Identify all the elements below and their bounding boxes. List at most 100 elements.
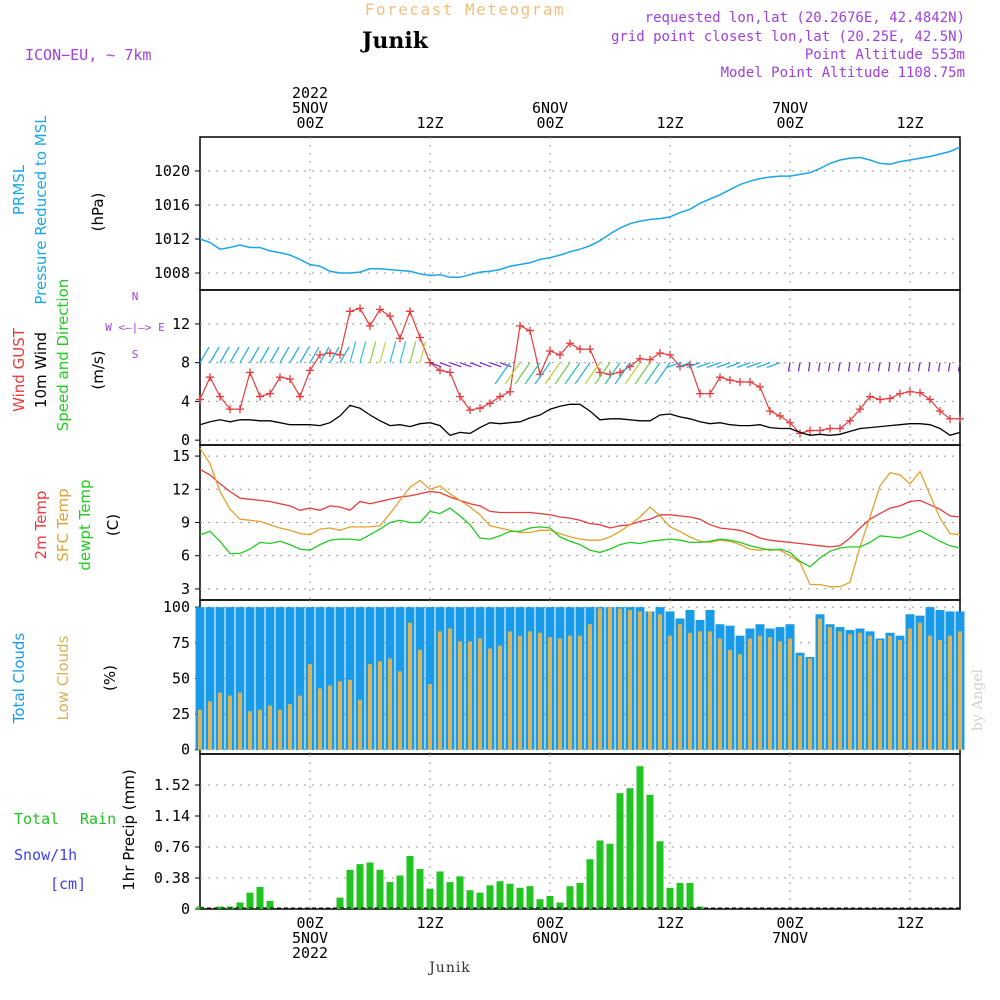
rain-bar	[636, 766, 644, 909]
low-cloud-bar	[788, 638, 792, 750]
wind-direction-label: Speed and Direction	[54, 279, 72, 432]
wind-direction-arrow	[279, 346, 290, 363]
total-clouds-label: Total Clouds	[10, 633, 28, 725]
low-cloud-bar	[518, 635, 522, 750]
y-tick-label: 4	[181, 392, 190, 410]
wind-direction-arrow	[947, 362, 951, 372]
low-cloud-bar	[838, 631, 842, 750]
wind-label: 10m Wind	[32, 332, 50, 408]
wind-direction-arrow	[847, 362, 851, 372]
gust-marker	[656, 348, 664, 357]
gust-marker	[286, 375, 294, 384]
wind-direction-arrow	[624, 362, 641, 385]
credit-watermark: by Angel	[970, 668, 986, 731]
gust-marker	[476, 404, 484, 413]
rain-bar	[476, 892, 484, 909]
low-cloud-bar	[938, 639, 942, 750]
gust-marker	[696, 389, 704, 398]
top-time-label: 2022	[292, 84, 328, 102]
gust-marker	[896, 389, 904, 398]
low-cloud-bar	[218, 692, 222, 750]
dewpoint-line	[199, 507, 961, 568]
rain-bar	[656, 841, 664, 909]
gust-marker	[736, 378, 744, 387]
wind-direction-arrow	[319, 346, 330, 363]
gust-marker	[766, 407, 774, 416]
y-tick-label: 0.38	[154, 869, 190, 887]
low-cloud-bar	[368, 664, 372, 750]
y-tick-label: 75	[172, 634, 190, 652]
bottom-time-label: 00Z	[536, 914, 563, 932]
wind-direction-arrow	[957, 362, 961, 372]
y-tick-label: 1012	[154, 230, 190, 248]
gust-marker	[946, 414, 954, 423]
wind-direction-arrow	[299, 346, 310, 363]
gust-marker	[366, 321, 374, 330]
low-cloud-bar	[328, 685, 332, 750]
low-cloud-bar	[808, 658, 812, 750]
wind-direction-arrow	[329, 346, 340, 363]
gust-marker	[906, 387, 914, 396]
total-cloud-bar	[335, 607, 345, 750]
panel-frame	[199, 136, 961, 291]
low-cloud-bar	[658, 614, 662, 750]
gust-marker	[846, 416, 854, 425]
wind-direction-arrow	[429, 362, 442, 368]
y-tick-label: 0	[181, 900, 190, 918]
low-cloud-bar	[848, 634, 852, 750]
low-cloud-bar	[708, 631, 712, 750]
wind-panel: 0 4 8 12	[172, 289, 964, 449]
low-cloud-bar	[588, 624, 592, 750]
rain-bar	[506, 883, 514, 909]
low-cloud-bar	[508, 631, 512, 750]
wind-direction-arrow	[766, 362, 781, 369]
wind-direction-arrow	[614, 362, 631, 385]
total-cloud-bar	[265, 607, 275, 750]
low-cloud-bar	[268, 705, 272, 750]
wind-direction-arrow	[676, 362, 691, 369]
bottom-time-label: 5NOV	[292, 929, 328, 947]
wind-direction-arrow	[239, 346, 250, 363]
low-cloud-bar	[428, 684, 432, 750]
total-cloud-bar	[285, 607, 295, 750]
wind-direction-arrow	[827, 362, 831, 372]
rain-bar	[386, 882, 394, 909]
low-cloud-bar	[488, 648, 492, 750]
total-cloud-bar	[425, 607, 435, 750]
pressure-panel: 1008 1012 1016 1020	[154, 136, 961, 291]
low-cloud-bar	[638, 611, 642, 750]
gust-marker	[246, 368, 254, 377]
y-tick-label: 100	[163, 598, 190, 616]
gust-marker	[646, 355, 654, 364]
wind-direction-arrow	[594, 362, 611, 385]
rain-bar	[586, 859, 594, 909]
low-cloud-bar	[928, 635, 932, 750]
total-cloud-bar	[195, 607, 205, 750]
y-tick-label: 1020	[154, 162, 190, 180]
wind-direction-arrow	[349, 341, 357, 363]
low-cloud-bar	[598, 608, 602, 750]
wind-direction-arrow	[666, 362, 681, 369]
total-cloud-bar	[345, 607, 355, 750]
low-cloud-bar	[648, 611, 652, 750]
precip-panel: 0 0.38 0.76 1.14 1.52	[154, 753, 961, 918]
gust-marker	[586, 345, 594, 354]
rain-bar	[576, 882, 584, 909]
low-cloud-bar	[398, 671, 402, 750]
y-tick-label: 1008	[154, 264, 190, 282]
wind-direction-arrow	[379, 341, 387, 363]
gust-marker	[876, 395, 884, 404]
wind-direction-arrow	[219, 346, 230, 363]
low-cloud-bar	[558, 638, 562, 750]
gust-marker	[526, 326, 534, 335]
rain-bar	[446, 882, 454, 909]
sfc-temp-label: SFC Temp	[54, 488, 72, 561]
gust-marker	[576, 345, 584, 354]
wind-direction-arrow	[654, 362, 671, 385]
wind-direction-arrow	[489, 362, 502, 368]
gust-marker	[806, 426, 814, 435]
gust-marker	[446, 368, 454, 377]
wind-direction-arrow	[399, 341, 407, 363]
